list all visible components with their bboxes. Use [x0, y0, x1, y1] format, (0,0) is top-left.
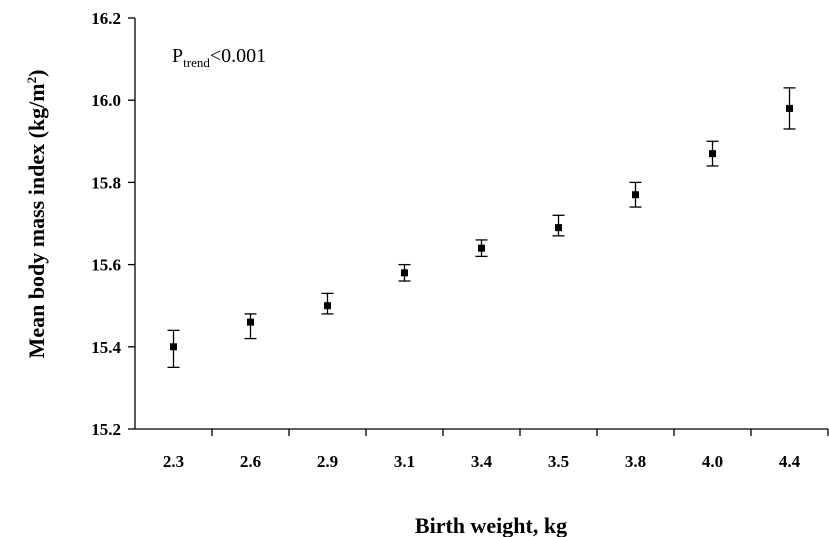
- y-tick-label: 15.8: [91, 173, 121, 192]
- x-tick-label: 3.1: [394, 452, 415, 471]
- data-point-marker: [632, 191, 639, 199]
- data-point-group: [783, 87, 796, 130]
- x-tick-label: 4.0: [702, 452, 723, 471]
- data-point-marker: [709, 150, 716, 158]
- data-point-marker: [401, 269, 408, 277]
- y-tick-label: 15.2: [91, 420, 121, 439]
- x-tick-label: 3.4: [471, 452, 493, 471]
- data-point-group: [167, 329, 180, 369]
- x-tick-label: 3.8: [625, 452, 646, 471]
- x-tick-label: 2.6: [240, 452, 261, 471]
- x-tick-label: 3.5: [548, 452, 569, 471]
- data-point-group: [244, 313, 257, 340]
- data-point-marker: [247, 318, 254, 326]
- y-tick-label: 16.2: [91, 9, 121, 28]
- data-point-group: [629, 181, 642, 208]
- data-point-marker: [324, 302, 331, 310]
- x-tick-label: 4.4: [779, 452, 801, 471]
- data-point-group: [706, 140, 719, 167]
- data-point-marker: [170, 343, 177, 351]
- data-point-group: [475, 239, 488, 258]
- data-point-marker: [555, 224, 562, 232]
- data-point-marker: [478, 244, 485, 252]
- x-tick-label: 2.3: [163, 452, 184, 471]
- data-point-group: [552, 214, 565, 237]
- data-point-group: [398, 263, 411, 282]
- data-points: [167, 87, 796, 369]
- data-point-group: [321, 292, 334, 315]
- data-point-marker: [786, 104, 793, 112]
- y-axis-title: Mean body mass index (kg/m2): [24, 70, 49, 359]
- x-tick-label: 2.9: [317, 452, 338, 471]
- trend-annotation: Ptrend<0.001: [172, 45, 266, 70]
- x-axis-title: Birth weight, kg: [415, 513, 567, 537]
- axes: [134, 18, 828, 430]
- y-tick-label: 16.0: [91, 91, 121, 110]
- x-axis-ticks: 2.3 2.6 2.9 3.1 3.4 3.5 3.8 4.0 4.4: [163, 429, 829, 471]
- y-axis-ticks: 15.2 15.4 15.6 15.8 16.0 16.2: [91, 9, 135, 439]
- y-tick-label: 15.4: [91, 338, 121, 357]
- y-tick-label: 15.6: [91, 256, 121, 275]
